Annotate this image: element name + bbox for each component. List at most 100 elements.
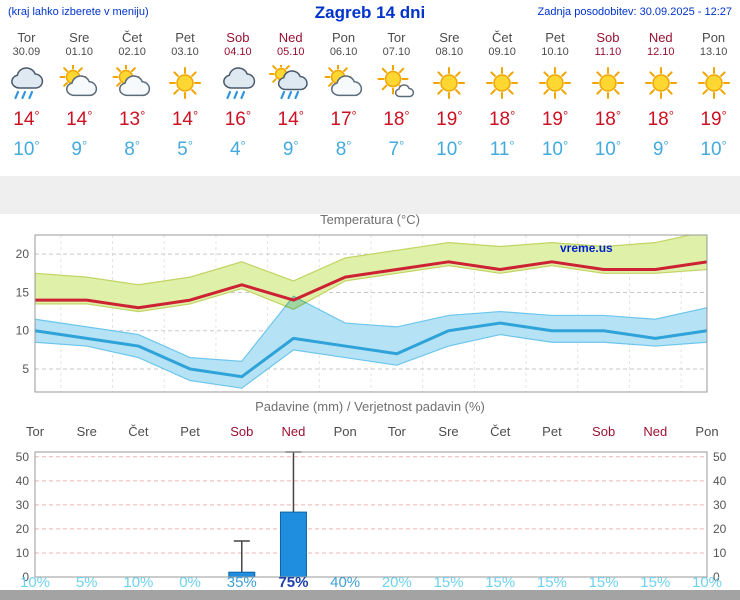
precip-y-tick-left: 0: [22, 570, 29, 584]
day-name: Tor: [17, 30, 36, 45]
sunny-icon: [644, 67, 677, 99]
precipitation-chart: 0 0 10 10 20 20 30 30 40 40 50 50: [16, 450, 727, 584]
max-temperature: 18°: [383, 108, 410, 130]
precip-day-label: Ned: [281, 424, 306, 439]
weather-icon-slot: [687, 65, 740, 105]
precip-day-label: Sre: [76, 424, 97, 439]
max-temperature: 14°: [277, 108, 304, 130]
sun-small-cloud-icon: [377, 65, 418, 101]
day-name: Ned: [648, 30, 673, 45]
min-temperature: 8°: [124, 138, 141, 160]
max-temperature-line: [35, 260, 707, 310]
day-date: 03.10: [171, 46, 199, 58]
precip-bar: [228, 571, 256, 578]
precip-day-label: Sob: [230, 424, 254, 439]
precip-day-label: Sob: [592, 424, 616, 439]
day-date: 09.10: [488, 46, 516, 58]
sunny-icon: [697, 67, 730, 99]
day-date: 02.10: [118, 46, 146, 58]
day-date: 05.10: [276, 46, 305, 58]
weather-icon-slot: [159, 65, 212, 105]
day-date: 13.10: [699, 46, 728, 58]
weather-icon-slot: [211, 65, 264, 105]
min-temperature: 10°: [436, 138, 463, 160]
weather-icon-slot: [317, 65, 370, 105]
rain-sun-icon: [268, 65, 313, 100]
partly-cloudy-icon: [59, 65, 101, 101]
sunny-icon: [433, 67, 466, 99]
precipitation-chart-title: Padavine (mm) / Verjetnost padavin (%): [255, 399, 485, 414]
min-temperature: 9°: [282, 138, 299, 160]
page-title: Zagreb 14 dni: [314, 3, 426, 22]
min-temperature: 4°: [229, 138, 246, 160]
day-name: Čet: [492, 30, 513, 45]
partly-cloudy-icon: [112, 65, 154, 101]
max-temperature: 18°: [647, 108, 674, 130]
max-temperature: 18°: [594, 108, 622, 130]
rain-cloud-icon: [216, 65, 260, 100]
weather-icon-slot: [0, 65, 53, 105]
max-temperature: 19°: [541, 108, 569, 130]
sunny-icon: [591, 67, 624, 99]
day-date: 07.10: [382, 46, 411, 58]
weather-icon-slot: [370, 65, 423, 105]
day-name: Čet: [122, 30, 143, 45]
day-date: 06.10: [329, 46, 358, 58]
temp-y-tick: 15: [16, 285, 30, 299]
max-temperature: 19°: [436, 108, 463, 130]
day-name: Pet: [545, 30, 565, 45]
day-name: Sob: [226, 30, 250, 45]
max-temperature: 17°: [330, 108, 357, 130]
precip-day-label: Tor: [387, 424, 406, 439]
max-temperature: 16°: [224, 108, 252, 130]
day-date: 04.10: [224, 46, 252, 58]
temperature-chart-title: Temperatura (°C): [320, 212, 420, 227]
min-temperature: 9°: [71, 138, 88, 160]
min-temperature: 11°: [489, 138, 515, 160]
menu-hint: (kraj lahko izberete v meniju): [8, 6, 149, 18]
footer-bar: [0, 590, 740, 600]
precip-day-label: Pon: [695, 424, 719, 439]
temp-y-tick: 20: [16, 247, 30, 261]
min-temperature: 9°: [652, 138, 669, 160]
day-column: Čet 02.10 13° 8°: [106, 26, 159, 161]
day-column: Pet 10.10 19° 10°: [529, 26, 582, 161]
day-column: Sre 08.10 19° 10°: [423, 26, 476, 161]
day-name: Ned: [278, 30, 303, 45]
day-column: Sob 04.10 16° 4°: [211, 26, 264, 161]
day-column: Tor 07.10 18° 7°: [370, 26, 423, 161]
day-date: 10.10: [541, 46, 569, 58]
min-temperature: 10°: [700, 138, 727, 160]
min-temperature: 10°: [13, 138, 40, 160]
partly-cloudy-icon: [324, 65, 366, 101]
temp-y-tick: 10: [16, 324, 30, 338]
day-name: Pet: [175, 30, 195, 45]
max-temperature: 19°: [700, 108, 727, 130]
precip-y-tick-left: 20: [16, 522, 30, 536]
max-temperature: 14°: [13, 108, 40, 130]
day-column: Tor 30.09 14° 10°: [0, 26, 53, 161]
min-temperature: 8°: [335, 138, 352, 160]
watermark-link[interactable]: vreme.us: [560, 241, 613, 255]
temp-y-tick: 5: [22, 362, 29, 376]
precip-day-label-row: Tor Sre Čet Pet Sob Ned Pon Tor Sre Čet Pet Sob Ned P…: [0, 424, 740, 440]
precip-bar: [279, 511, 307, 578]
precip-y-tick-right: 0: [713, 570, 720, 584]
temperature-chart: 5 10 15 20 vreme.us: [16, 234, 708, 393]
day-date: 11.10: [594, 46, 622, 58]
min-temperature-range-band: [35, 295, 707, 389]
precip-day-label: Pet: [180, 424, 200, 439]
day-column: Čet 09.10 18° 11°: [476, 26, 529, 161]
precip-y-tick-right: 40: [713, 474, 727, 488]
precip-y-tick-left: 10: [16, 546, 30, 560]
day-column: Sob 11.10 18° 10°: [581, 26, 634, 161]
weather-icon-slot: [53, 65, 106, 105]
day-date: 30.09: [12, 46, 41, 58]
weather-icon-slot: [634, 65, 687, 105]
max-temperature: 14°: [171, 108, 199, 130]
section-divider: [0, 176, 740, 214]
sunny-icon: [486, 67, 519, 99]
day-column: Ned 12.10 18° 9°: [634, 26, 687, 161]
min-temperature: 7°: [388, 138, 405, 160]
precip-day-label: Pet: [542, 424, 562, 439]
